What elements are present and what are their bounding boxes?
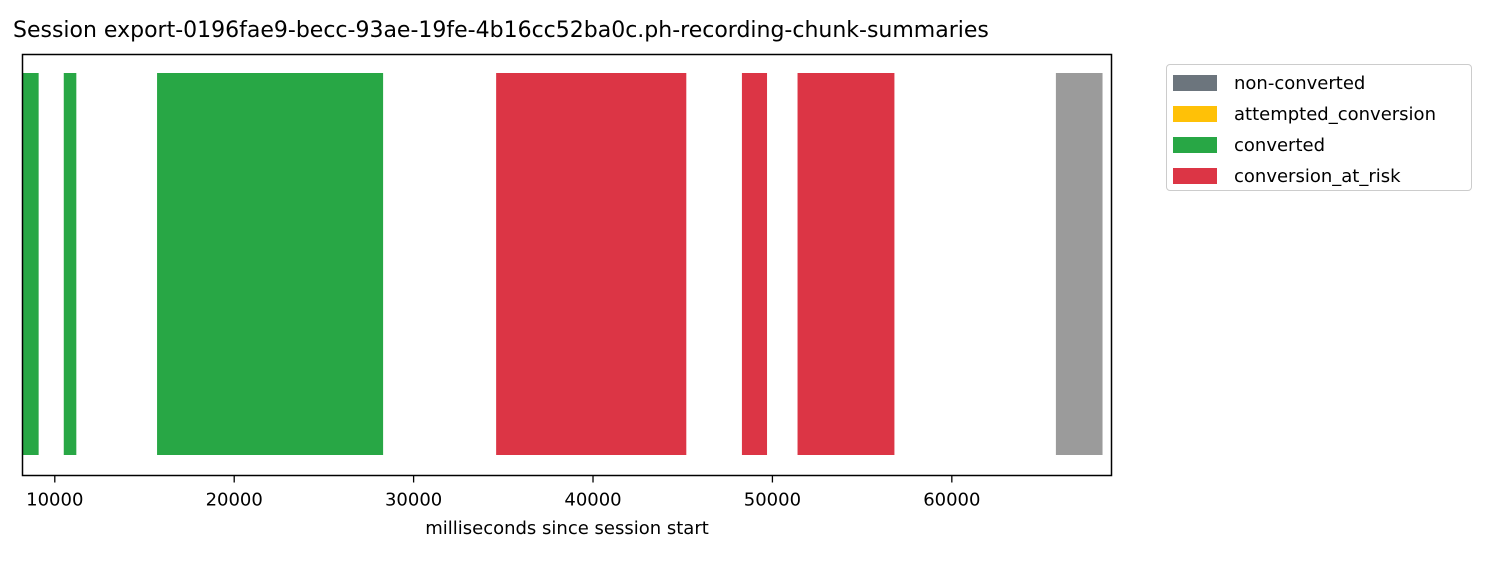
chart-bars	[22, 73, 1103, 455]
segment-converted-1	[63, 73, 77, 455]
legend-item-conversion-at-risk: conversion_at_risk	[1173, 162, 1401, 190]
legend-label: converted	[1234, 134, 1326, 156]
legend-item-non-converted: non-converted	[1173, 69, 1365, 97]
x-axis-ticks: 10000 20000 30000 40000 50000 60000	[26, 475, 980, 511]
legend-swatch	[1173, 137, 1217, 153]
segment-unlabeled-6	[1055, 73, 1103, 455]
x-axis-label: milliseconds since session start	[425, 518, 709, 539]
x-tick-label: 20000	[206, 490, 263, 511]
legend-label: attempted_conversion	[1234, 103, 1436, 125]
segment-converted-0	[22, 73, 39, 455]
segment-converted-2	[157, 73, 384, 455]
chart-title: Session export-0196fae9-becc-93ae-19fe-4…	[13, 18, 989, 43]
segment-conversion-at-risk-3	[496, 73, 687, 455]
x-tick-label: 10000	[26, 490, 83, 511]
x-tick-label: 50000	[744, 490, 801, 511]
plot-frame	[21, 53, 1113, 477]
legend-swatch	[1173, 75, 1217, 91]
legend-item-attempted-conversion: attempted_conversion	[1173, 100, 1436, 128]
x-tick-label: 40000	[564, 490, 621, 511]
legend-label: conversion_at_risk	[1234, 165, 1401, 187]
legend-item-converted: converted	[1173, 131, 1325, 159]
segment-conversion-at-risk-5	[797, 73, 895, 455]
x-tick-label: 60000	[923, 490, 980, 511]
legend-swatch	[1173, 106, 1217, 122]
segment-conversion-at-risk-4	[741, 73, 768, 455]
x-tick-label: 30000	[385, 490, 442, 511]
legend-label: non-converted	[1234, 72, 1366, 94]
legend-swatch	[1173, 168, 1217, 184]
